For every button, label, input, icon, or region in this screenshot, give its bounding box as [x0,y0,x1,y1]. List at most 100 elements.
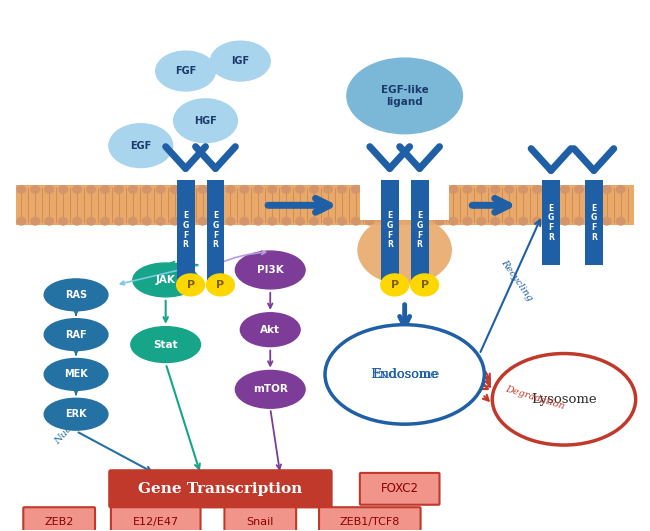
Text: E
G
F
R: E G F R [591,204,597,242]
Ellipse shape [337,217,347,226]
Ellipse shape [448,217,458,226]
Text: FGF: FGF [175,66,196,76]
Ellipse shape [156,217,166,226]
Ellipse shape [44,185,54,194]
Text: IGF: IGF [231,56,250,66]
Text: P: P [421,280,428,290]
Ellipse shape [518,185,528,194]
Ellipse shape [393,217,402,226]
Ellipse shape [239,185,250,194]
Ellipse shape [31,217,40,226]
Ellipse shape [379,185,389,194]
Ellipse shape [532,185,542,194]
Ellipse shape [435,217,445,226]
Text: PI3K: PI3K [257,265,283,275]
Text: MEK: MEK [64,370,88,380]
Ellipse shape [226,185,235,194]
Bar [177,181,194,280]
Ellipse shape [574,217,584,226]
Ellipse shape [381,274,409,296]
Ellipse shape [267,217,277,226]
Ellipse shape [325,324,484,424]
Ellipse shape [16,217,26,226]
Ellipse shape [44,398,108,430]
Ellipse shape [72,217,82,226]
Ellipse shape [183,217,194,226]
Ellipse shape [492,354,636,445]
Bar [16,185,634,225]
Ellipse shape [518,217,528,226]
FancyBboxPatch shape [319,507,421,531]
Ellipse shape [16,185,26,194]
Ellipse shape [323,217,333,226]
Ellipse shape [546,217,556,226]
Ellipse shape [174,99,237,143]
Text: E
G
F
R: E G F R [417,211,423,249]
Ellipse shape [235,371,305,408]
Ellipse shape [462,217,473,226]
Ellipse shape [532,217,542,226]
Text: Eɴdosome: Eɴdosome [370,368,439,381]
FancyBboxPatch shape [109,470,332,508]
Ellipse shape [295,217,305,226]
Ellipse shape [358,215,452,285]
Ellipse shape [198,217,207,226]
Ellipse shape [574,185,584,194]
Text: Akt: Akt [260,324,280,335]
Ellipse shape [546,185,556,194]
Ellipse shape [44,217,54,226]
Text: Recycling: Recycling [500,258,535,302]
Ellipse shape [142,217,151,226]
Ellipse shape [588,217,598,226]
Text: P: P [391,280,398,290]
Ellipse shape [170,185,179,194]
FancyBboxPatch shape [111,507,201,531]
Text: Degradation: Degradation [504,384,566,410]
Ellipse shape [281,185,291,194]
Bar [360,181,449,220]
Ellipse shape [211,41,270,81]
Ellipse shape [448,185,458,194]
Text: mTOR: mTOR [253,384,288,395]
Ellipse shape [44,279,108,311]
Ellipse shape [128,217,138,226]
Text: Nucleus: Nucleus [53,408,88,446]
Ellipse shape [72,185,82,194]
Ellipse shape [616,217,626,226]
Ellipse shape [421,185,430,194]
Text: ZEB1/TCF8: ZEB1/TCF8 [339,517,400,527]
Ellipse shape [142,185,151,194]
Ellipse shape [207,274,235,296]
Text: E
G
F
R: E G F R [548,204,554,242]
Ellipse shape [462,185,473,194]
Text: Stat: Stat [153,340,178,349]
Ellipse shape [490,185,501,194]
Ellipse shape [131,327,201,363]
Ellipse shape [504,217,514,226]
Ellipse shape [602,217,612,226]
Text: EGF-like
ligand: EGF-like ligand [381,85,428,107]
Ellipse shape [351,217,361,226]
Ellipse shape [476,217,486,226]
Ellipse shape [435,185,445,194]
Ellipse shape [100,217,110,226]
Ellipse shape [616,185,626,194]
Ellipse shape [198,185,207,194]
Ellipse shape [86,185,96,194]
Ellipse shape [156,185,166,194]
Ellipse shape [295,185,305,194]
Ellipse shape [254,185,263,194]
Ellipse shape [407,217,417,226]
Text: E
G
F
R: E G F R [387,211,393,249]
Ellipse shape [86,217,96,226]
Ellipse shape [211,217,222,226]
FancyBboxPatch shape [23,507,95,531]
FancyBboxPatch shape [360,473,439,505]
Text: Gene Transcription: Gene Transcription [138,482,302,496]
Text: Snail: Snail [246,517,274,527]
Ellipse shape [58,217,68,226]
Text: FOXC2: FOXC2 [381,482,419,495]
Ellipse shape [490,217,501,226]
Text: EGF: EGF [130,141,151,151]
Ellipse shape [365,217,375,226]
